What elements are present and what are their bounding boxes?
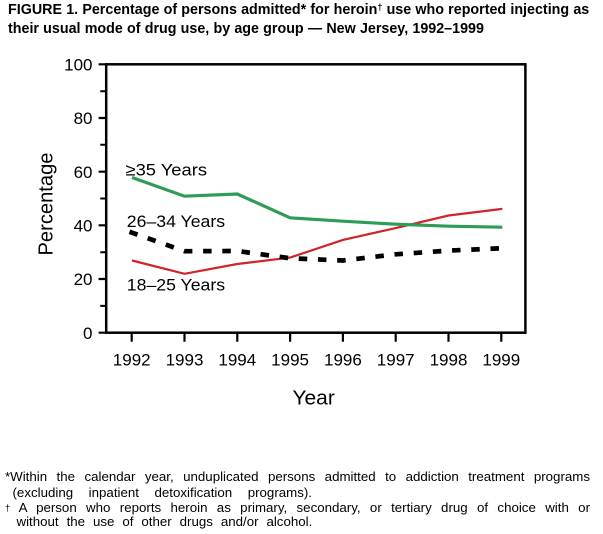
svg-text:20: 20 [74, 270, 93, 289]
svg-text:26–34 Years: 26–34 Years [127, 212, 225, 231]
svg-text:Percentage: Percentage [36, 153, 58, 256]
svg-text:1994: 1994 [218, 351, 256, 370]
svg-text:60: 60 [74, 163, 93, 182]
svg-text:0: 0 [83, 324, 92, 343]
svg-text:1997: 1997 [377, 351, 415, 370]
svg-text:1999: 1999 [482, 351, 520, 370]
svg-text:Year: Year [293, 387, 336, 409]
svg-text:1993: 1993 [166, 351, 204, 370]
svg-text:≥35 Years: ≥35 Years [126, 161, 208, 180]
svg-text:1992: 1992 [113, 351, 151, 370]
svg-text:1998: 1998 [430, 351, 468, 370]
svg-text:1996: 1996 [324, 351, 362, 370]
svg-text:80: 80 [74, 109, 93, 128]
svg-text:18–25 Years: 18–25 Years [127, 276, 225, 295]
svg-text:40: 40 [74, 217, 93, 236]
svg-text:100: 100 [64, 56, 92, 75]
svg-text:1995: 1995 [271, 351, 309, 370]
